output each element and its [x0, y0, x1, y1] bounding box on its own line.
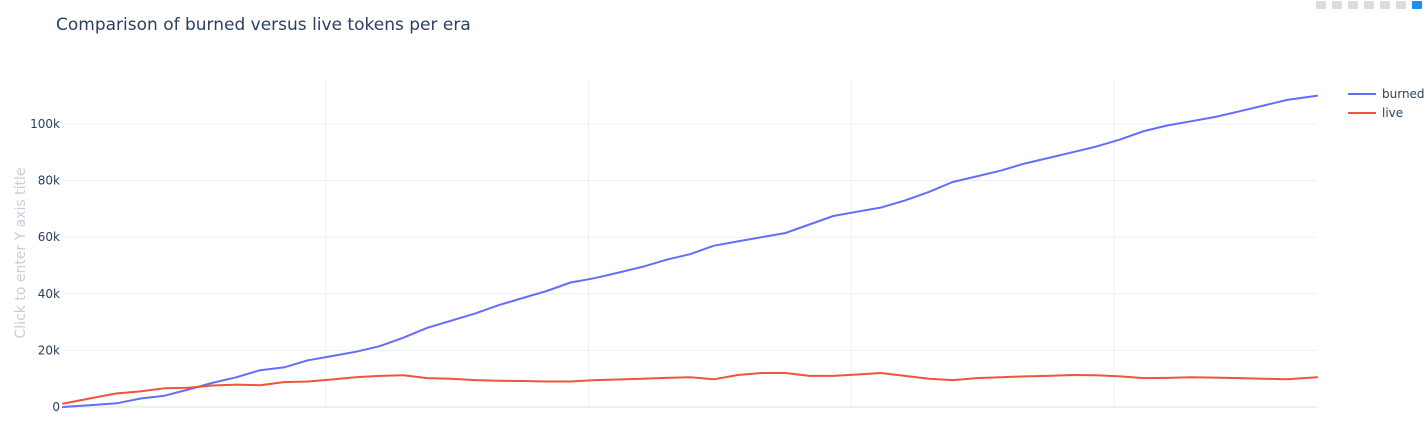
y-tick-label: 0 [52, 400, 60, 414]
y-tick-label: 80k [38, 174, 60, 188]
legend-label: burned [1382, 87, 1425, 101]
logo-icon[interactable] [1412, 1, 1422, 9]
y-axis-title[interactable]: Click to enter Y axis title [13, 168, 29, 339]
series-line-live[interactable] [62, 372, 1318, 405]
legend[interactable]: burned live [1348, 87, 1425, 120]
reset-icon[interactable] [1396, 1, 1406, 9]
pan-icon[interactable] [1332, 1, 1342, 9]
autoscale-icon[interactable] [1380, 1, 1390, 9]
legend-item-live[interactable]: live [1348, 106, 1403, 120]
chart-title: Comparison of burned versus live tokens … [56, 15, 471, 35]
y-tick-label: 60k [38, 230, 60, 244]
modebar[interactable] [1310, 0, 1422, 9]
zoom-out-icon[interactable] [1364, 1, 1374, 9]
legend-label: live [1382, 106, 1403, 120]
y-tick-label: 40k [38, 287, 60, 301]
y-tick-label: 100k [30, 117, 60, 131]
y-tick-label: 20k [38, 343, 60, 357]
zoom-icon[interactable] [1316, 1, 1326, 9]
zoom-in-icon[interactable] [1348, 1, 1358, 9]
grid-lines [63, 80, 1317, 408]
series-line-burned[interactable] [62, 94, 1318, 408]
series-layer [62, 94, 1318, 408]
legend-item-burned[interactable]: burned [1348, 87, 1425, 101]
y-axis-ticks: 0 20k 40k 60k 80k 100k [30, 117, 60, 414]
